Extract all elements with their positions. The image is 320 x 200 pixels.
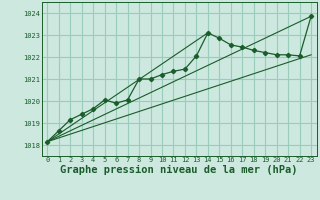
- X-axis label: Graphe pression niveau de la mer (hPa): Graphe pression niveau de la mer (hPa): [60, 165, 298, 175]
